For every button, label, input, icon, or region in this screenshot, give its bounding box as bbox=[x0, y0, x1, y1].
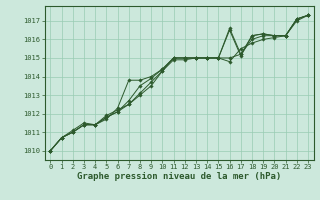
X-axis label: Graphe pression niveau de la mer (hPa): Graphe pression niveau de la mer (hPa) bbox=[77, 172, 281, 181]
